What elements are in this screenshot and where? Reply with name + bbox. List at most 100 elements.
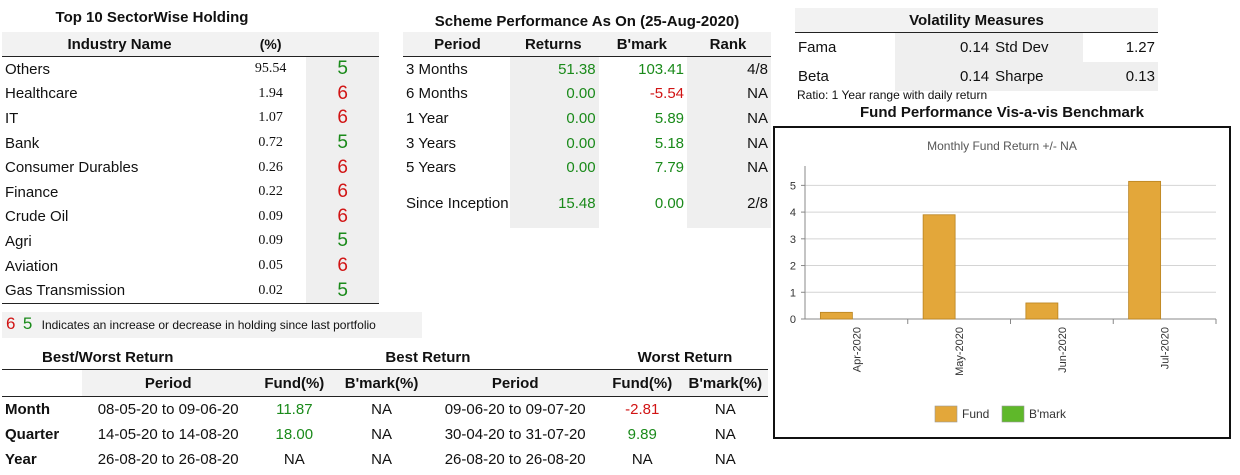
x-tick-label: Jul-2020 (1160, 327, 1172, 369)
sector-row: Bank 0.72 5 (2, 130, 379, 156)
performance-benchmark: 5.18 (654, 134, 685, 152)
holding-change-indicator: 6 (306, 204, 379, 230)
sector-row: Healthcare 1.94 6 (2, 81, 379, 107)
y-tick-label: 1 (790, 287, 796, 299)
sector-row: Consumer Durables 0.26 6 (2, 155, 379, 180)
worst-benchmark-return: NA (714, 426, 736, 443)
holding-percent: 0.26 (258, 159, 283, 175)
best-benchmark-return: NA (371, 401, 392, 418)
holding-percent: 0.22 (258, 184, 283, 200)
worst-fund-return: -2.81 (625, 401, 660, 418)
worst-period: 26-08-20 to 26-08-20 (444, 451, 586, 468)
performance-row: 5 Years 0.00 7.79 NA (403, 155, 771, 180)
col-returns: Returns (509, 32, 599, 57)
vol-value: 1.27 (1125, 39, 1155, 56)
performance-rank: NA (687, 155, 771, 180)
best-worst-table: Best/Worst Return Best Return Worst Retu… (2, 345, 768, 472)
sector-row: Agri 0.09 5 (2, 229, 379, 254)
holding-change-indicator: 6 (306, 106, 379, 131)
chart-title: Monthly Fund Return +/- NA (927, 139, 1077, 153)
vol-value: 0.13 (1082, 62, 1158, 91)
fund-bar (1025, 302, 1059, 320)
best-fund-return: 11.87 (276, 401, 313, 418)
performance-row: 1 Year 0.00 5.89 NA (403, 106, 771, 131)
performance-rank: 2/8 (687, 179, 771, 228)
best-benchmark-return: NA (371, 426, 392, 443)
volatility-title: Volatility Measures (795, 8, 1158, 33)
col-benchmark: B'mark (598, 32, 688, 57)
performance-return: 51.38 (509, 56, 599, 82)
col-worst-period: Period (428, 369, 602, 397)
holding-change-indicator: 5 (306, 229, 379, 254)
holding-percent: 0.09 (258, 233, 283, 249)
vol-label: Fama (798, 39, 837, 56)
col-best-period: Period (82, 369, 254, 397)
worst-benchmark-return: NA (714, 451, 736, 468)
col-percent: (%) (235, 32, 307, 57)
vol-label: Std Dev (992, 32, 1083, 62)
industry-name: Crude Oil (5, 208, 69, 226)
y-tick-label: 5 (790, 180, 796, 192)
vol-label: Sharpe (992, 62, 1083, 91)
best-return-group: Best Return (385, 348, 471, 366)
col-worst-benchmark: B'mark(%) (682, 369, 768, 397)
worst-return-group: Worst Return (637, 348, 733, 366)
worst-benchmark-return: NA (714, 401, 736, 418)
holding-percent: 0.02 (235, 278, 307, 304)
row-label: Month (5, 401, 50, 418)
col-rank: Rank (687, 32, 771, 57)
volatility-row: Beta 0.14 Sharpe 0.13 (795, 62, 1158, 91)
scheme-performance-table: Period Returns B'mark Rank 3 Months 51.38… (403, 32, 771, 228)
industry-name: Others (5, 60, 51, 78)
industry-name: Healthcare (5, 85, 78, 103)
sector-row: Aviation 0.05 6 (2, 253, 379, 279)
sector-row: Crude Oil 0.09 6 (2, 204, 379, 230)
vol-value: 0.14 (895, 32, 993, 62)
holding-change-indicator: 6 (306, 179, 379, 205)
best-period: 14-05-20 to 14-08-20 (97, 426, 239, 443)
y-tick-label: 0 (790, 314, 796, 326)
holding-percent: 0.72 (258, 135, 283, 151)
industry-name: IT (5, 109, 19, 127)
scheme-performance-title: Scheme Performance As On (25-Aug-2020) (434, 13, 740, 30)
worst-fund-return: NA (631, 451, 653, 468)
col-industry-name: Industry Name (2, 32, 236, 57)
performance-benchmark: -5.54 (649, 85, 685, 103)
performance-period: 1 Year (406, 109, 449, 127)
volatility-note: Ratio: 1 Year range with daily return (797, 88, 988, 102)
performance-benchmark: 7.79 (654, 159, 685, 177)
industry-name: Agri (5, 232, 32, 250)
holding-change-indicator: 6 (306, 155, 379, 180)
best-period: 26-08-20 to 26-08-20 (97, 451, 239, 468)
performance-return: 0.00 (509, 81, 599, 107)
sector-row: Finance 0.22 6 (2, 179, 379, 205)
performance-benchmark: 5.89 (654, 109, 685, 127)
fund-bar (1128, 180, 1162, 320)
holding-change-indicator: 6 (306, 253, 379, 279)
industry-name: Consumer Durables (5, 159, 139, 177)
decrease-indicator: 5 (22, 314, 33, 333)
performance-return: 0.00 (509, 106, 599, 131)
vol-value: 0.14 (895, 62, 993, 91)
fund-bar (922, 214, 956, 320)
industry-name: Bank (5, 134, 40, 152)
best-worst-rows: Month 08-05-20 to 09-06-20 11.87 NA 09-06-20… (2, 397, 768, 473)
performance-rows: 3 Months 51.38 103.41 4/8 6 Months 0.00 -5.54 N… (403, 56, 771, 228)
holding-percent: 0.09 (258, 208, 283, 224)
best-worst-row: Quarter 14-05-20 to 14-08-20 18.00 NA 30-04-… (2, 422, 768, 447)
fund-performance-chart: Monthly Fund Return +/- NA 0 1 2 3 4 5 Apr-2020… (773, 126, 1231, 439)
sector-holding-title: Top 10 SectorWise Holding (55, 9, 249, 26)
sector-rows: Others 95.54 5 Healthcare 1.94 6 IT 1.07 6 Bank 0.… (2, 56, 379, 304)
sector-holding-table: Industry Name (%) Others 95.54 5 Healthcare… (2, 32, 379, 304)
performance-row: 3 Months 51.38 103.41 4/8 (403, 56, 771, 82)
sector-row: Others 95.54 5 (2, 56, 379, 82)
performance-rank: NA (687, 130, 771, 156)
performance-return: 15.48 (509, 179, 599, 228)
fund-bar (819, 311, 853, 320)
best-worst-group: Best/Worst Return (42, 348, 174, 366)
legend-text: Indicates an increase or decrease in hol… (41, 318, 376, 332)
holding-percent: 1.07 (258, 110, 283, 126)
volatility-table: Volatility Measures Fama 0.14 Std Dev 1.… (795, 8, 1158, 91)
sector-row: IT 1.07 6 (2, 106, 379, 131)
chart-canvas: Monthly Fund Return +/- NA 0 1 2 3 4 5 Apr-2020… (790, 139, 1217, 423)
